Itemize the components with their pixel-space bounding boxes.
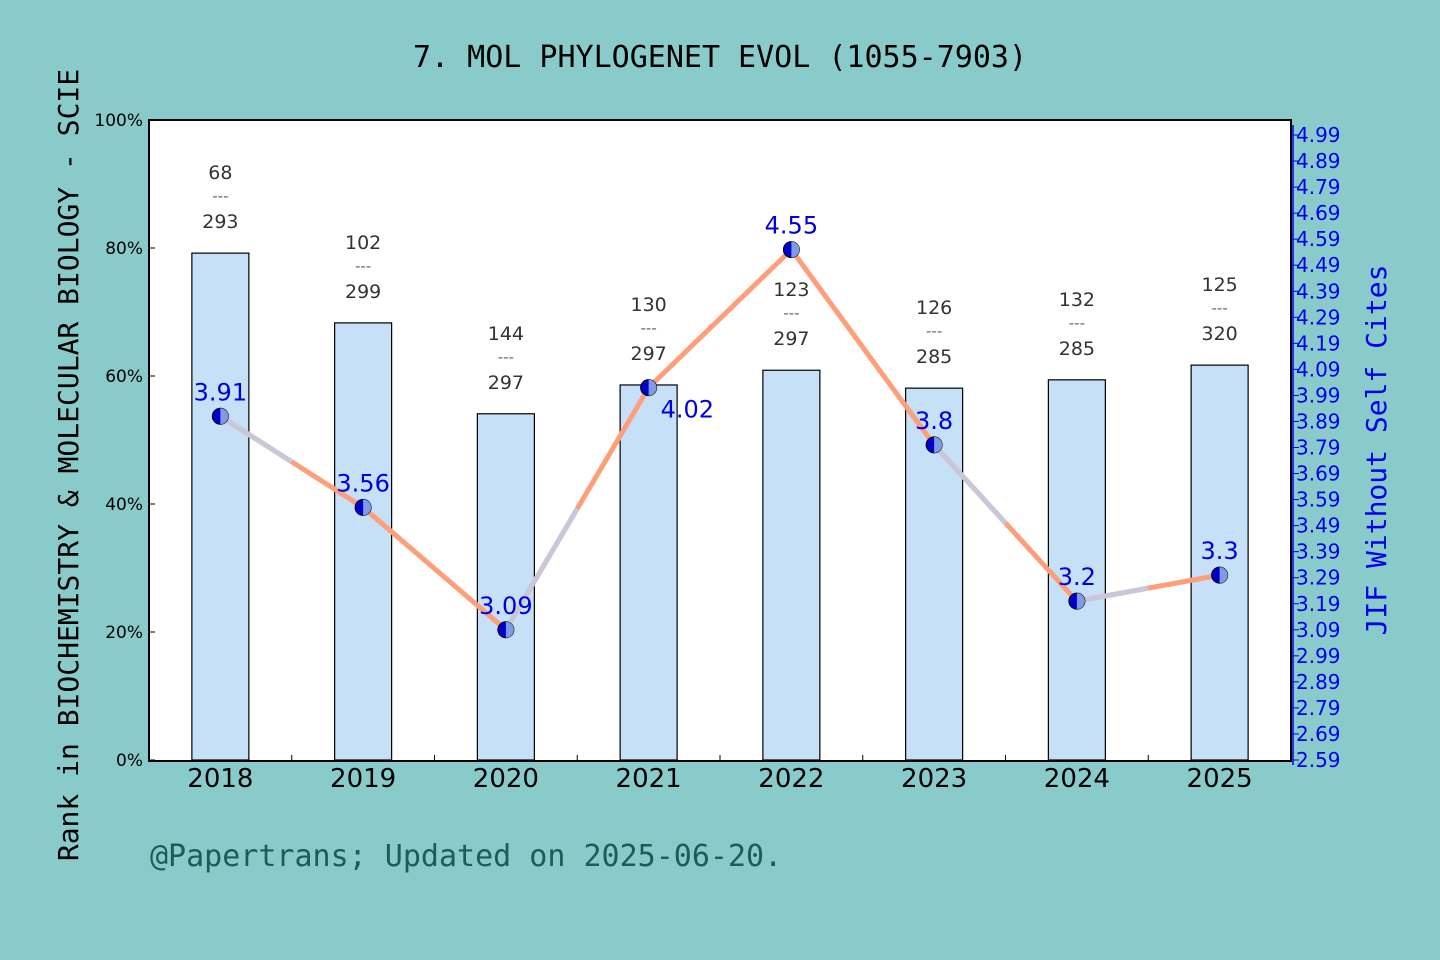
- left-axis-label: Rank in BIOCHEMISTRY & MOLECULAR BIOLOGY…: [52, 69, 85, 861]
- right-tick-label: 3.49: [1296, 514, 1341, 538]
- footer-note: @Papertrans; Updated on 2025-06-20.: [150, 839, 782, 874]
- line-point-highlight: [791, 241, 800, 258]
- right-tick-label: 4.69: [1296, 201, 1341, 225]
- line-point-highlight: [648, 379, 657, 396]
- right-tick-label: 3.09: [1296, 618, 1341, 642]
- bar-total-label: 299: [345, 281, 381, 303]
- right-tick-label: 4.79: [1296, 175, 1341, 199]
- bar-separator: ---: [1069, 314, 1085, 332]
- bar-separator: ---: [212, 187, 228, 205]
- right-tick-label: 3.99: [1296, 383, 1341, 407]
- x-tick-label: 2023: [901, 764, 967, 794]
- right-tick-label: 4.89: [1296, 149, 1341, 173]
- right-tick-label: 3.69: [1296, 462, 1341, 486]
- bar-rank-label: 123: [773, 279, 809, 301]
- right-tick-label: 4.29: [1296, 305, 1341, 329]
- line-value-label: 3.56: [336, 469, 389, 497]
- bar-total-label: 297: [630, 343, 666, 365]
- right-tick-label: 3.29: [1296, 566, 1341, 590]
- line-value-label: 4.02: [661, 396, 714, 424]
- left-tick-label: 60%: [105, 367, 143, 387]
- right-tick-label: 2.89: [1296, 670, 1341, 694]
- bar-2021: [619, 384, 678, 761]
- line-segment: [646, 247, 794, 390]
- left-tick-label: 0%: [116, 751, 143, 771]
- bar-total-label: 285: [1059, 338, 1095, 360]
- chart-title: 7. MOL PHYLOGENET EVOL (1055-7903): [413, 40, 1027, 75]
- left-tick-label: 100%: [94, 111, 143, 131]
- line-point-highlight: [505, 621, 514, 638]
- right-tick-label: 3.79: [1296, 436, 1341, 460]
- bar-rank-label: 132: [1059, 289, 1095, 311]
- x-tick-label: 2022: [758, 764, 824, 794]
- bar-rank-label: 144: [488, 323, 524, 345]
- x-tick-label: 2021: [616, 764, 682, 794]
- right-tick-label: 2.99: [1296, 644, 1341, 668]
- x-tick-label: 2019: [330, 764, 396, 794]
- line-value-label: 3.3: [1201, 537, 1239, 565]
- right-tick-label: 4.19: [1296, 331, 1341, 355]
- bar-total-label: 297: [488, 372, 524, 394]
- bar-rank-label: 130: [630, 294, 666, 316]
- right-tick-label: 3.59: [1296, 488, 1341, 512]
- bar-2022: [762, 369, 821, 761]
- x-tick-label: 2020: [473, 764, 539, 794]
- right-axis-label: JIF Without Self Cites: [1360, 265, 1393, 636]
- line-point-highlight: [363, 499, 372, 516]
- right-tick-label: 3.19: [1296, 592, 1341, 616]
- line-segment-shade: [503, 507, 580, 632]
- line-value-label: 3.09: [479, 592, 532, 620]
- line-segment-shade: [219, 414, 294, 464]
- line-value-label: 3.8: [915, 407, 953, 435]
- bar-total-label: 320: [1201, 323, 1237, 345]
- left-tick-label: 40%: [105, 495, 143, 515]
- bar-separator: ---: [641, 319, 657, 337]
- bar-rank-label: 126: [916, 297, 952, 319]
- left-tick-label: 20%: [105, 623, 143, 643]
- x-tick-label: 2018: [187, 764, 253, 794]
- bar-2018: [191, 252, 250, 761]
- right-tick-label: 2.69: [1296, 722, 1341, 746]
- bar-separator: ---: [1212, 299, 1228, 317]
- line-point-highlight: [220, 408, 229, 425]
- bar-separator: ---: [783, 304, 799, 322]
- right-tick-label: 3.39: [1296, 540, 1341, 564]
- right-tick-label: 4.39: [1296, 279, 1341, 303]
- right-tick-label: 4.49: [1296, 253, 1341, 277]
- plot-area: [148, 119, 1292, 762]
- x-tick-label: 2024: [1044, 764, 1110, 794]
- right-tick-label: 4.59: [1296, 227, 1341, 251]
- bar-2019: [334, 322, 393, 761]
- right-tick-label: 2.59: [1296, 748, 1341, 772]
- bar-rank-label: 68: [208, 162, 232, 184]
- line-value-label: 3.91: [194, 378, 247, 406]
- x-tick-label: 2025: [1187, 764, 1253, 794]
- bar-2024: [1047, 379, 1106, 761]
- line-point-highlight: [934, 436, 943, 453]
- left-tick-label: 80%: [105, 239, 143, 259]
- right-tick-label: 2.79: [1296, 696, 1341, 720]
- line-point-highlight: [1076, 593, 1085, 610]
- bar-rank-label: 102: [345, 232, 381, 254]
- right-tick-label: 4.09: [1296, 357, 1341, 381]
- line-segment: [361, 505, 508, 632]
- bar-2025: [1190, 364, 1249, 761]
- bar-2020: [476, 413, 535, 761]
- bar-separator: ---: [498, 348, 514, 366]
- line-value-label: 3.2: [1058, 563, 1096, 591]
- right-tick-label: 3.89: [1296, 409, 1341, 433]
- line-segment-shade: [932, 443, 1008, 525]
- bar-total-label: 293: [202, 211, 238, 233]
- line-point-highlight: [1219, 567, 1228, 584]
- line-value-label: 4.55: [765, 212, 818, 240]
- bar-total-label: 297: [773, 328, 809, 350]
- bar-separator: ---: [926, 322, 942, 340]
- bar-total-label: 285: [916, 346, 952, 368]
- line-segment-shade: [1076, 585, 1149, 604]
- bar-rank-label: 125: [1201, 274, 1237, 296]
- line-segment: [789, 248, 937, 447]
- right-tick-label: 4.99: [1296, 123, 1341, 147]
- bar-separator: ---: [355, 257, 371, 275]
